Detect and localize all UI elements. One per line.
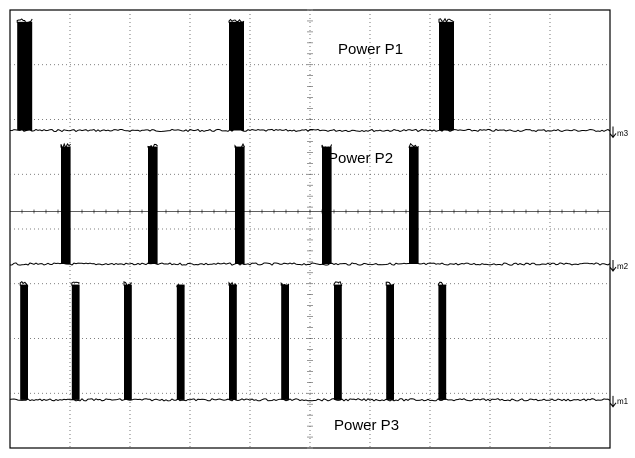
pulse-top xyxy=(228,18,245,23)
series-label-p3: Power P3 xyxy=(334,417,399,434)
baseline-trace xyxy=(9,398,611,402)
series-label-p1: Power P1 xyxy=(338,41,403,58)
series-labels: Power P1 Power P2 Power P3 xyxy=(328,41,403,434)
channel-marker-arrow xyxy=(609,260,617,272)
pulse-top xyxy=(385,281,395,287)
channel-markers: m3 m2 m1 xyxy=(617,129,629,406)
pulse-bar xyxy=(71,284,80,400)
pulse-bar xyxy=(229,21,244,131)
pulse-bar xyxy=(176,284,185,400)
pulse-top xyxy=(228,281,238,288)
pulse-top xyxy=(234,143,246,149)
pulse-top xyxy=(321,144,333,150)
pulse-bar xyxy=(438,284,447,400)
baseline-trace xyxy=(9,262,611,266)
pulse-top xyxy=(176,283,185,288)
pulse-top xyxy=(71,281,80,286)
channel-marker-arrow xyxy=(609,126,617,139)
channel-marker-m2: m2 xyxy=(617,262,629,271)
pulse-top xyxy=(19,281,29,287)
pulse-bar xyxy=(386,284,394,400)
pulse-bar xyxy=(229,284,237,400)
channel-marker-m3: m3 xyxy=(617,129,629,138)
channel-marker-arrow xyxy=(609,395,617,408)
pulse-bar xyxy=(124,284,132,400)
pulse-top xyxy=(60,142,71,150)
pulse-bar xyxy=(148,146,158,264)
series-label-p2: Power P2 xyxy=(328,150,393,167)
pulse-top xyxy=(438,17,455,23)
channel-marker-m1: m1 xyxy=(617,397,629,406)
pulse-top xyxy=(333,281,343,287)
pulse-top xyxy=(280,281,290,286)
pulse-bar xyxy=(409,146,419,264)
grid xyxy=(10,9,610,449)
pulse-bar xyxy=(61,146,71,264)
baseline-trace xyxy=(9,128,611,133)
pulse-top xyxy=(123,281,133,287)
traces xyxy=(9,17,617,408)
pulse-top xyxy=(408,142,419,149)
pulse-bar xyxy=(17,21,33,131)
pulse-bar xyxy=(235,146,245,264)
pulse-bar xyxy=(322,146,332,264)
pulse-bar xyxy=(439,21,454,131)
pulse-bar xyxy=(20,284,28,400)
pulse-top xyxy=(437,281,447,287)
pulse-bar xyxy=(281,284,289,400)
pulse-top xyxy=(147,143,158,150)
pulse-bar xyxy=(334,284,342,400)
pulse-top xyxy=(16,18,33,25)
